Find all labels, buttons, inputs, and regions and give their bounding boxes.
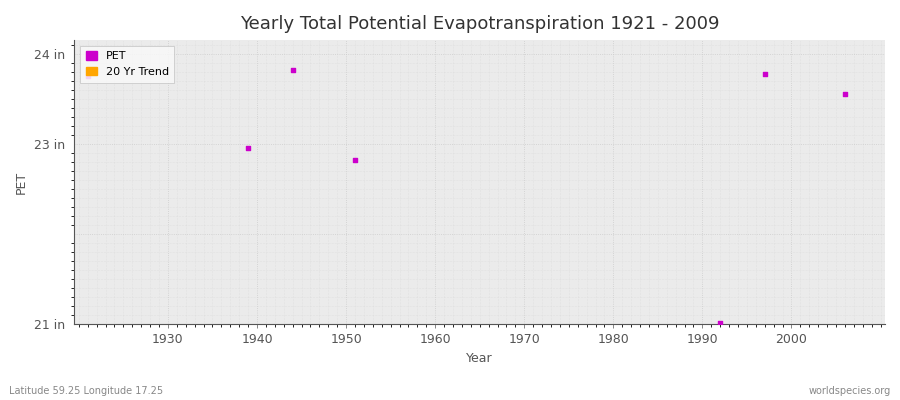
Legend: PET, 20 Yr Trend: PET, 20 Yr Trend — [80, 46, 175, 82]
Text: worldspecies.org: worldspecies.org — [809, 386, 891, 396]
Text: Latitude 59.25 Longitude 17.25: Latitude 59.25 Longitude 17.25 — [9, 386, 163, 396]
Y-axis label: PET: PET — [15, 171, 28, 194]
PET — [838, 91, 852, 98]
Title: Yearly Total Potential Evapotranspiration 1921 - 2009: Yearly Total Potential Evapotranspiratio… — [240, 15, 719, 33]
X-axis label: Year: Year — [466, 352, 493, 365]
PET — [81, 73, 95, 80]
PET — [758, 70, 772, 77]
PET — [285, 67, 300, 73]
PET — [241, 145, 256, 152]
PET — [713, 320, 727, 326]
PET — [347, 157, 362, 163]
